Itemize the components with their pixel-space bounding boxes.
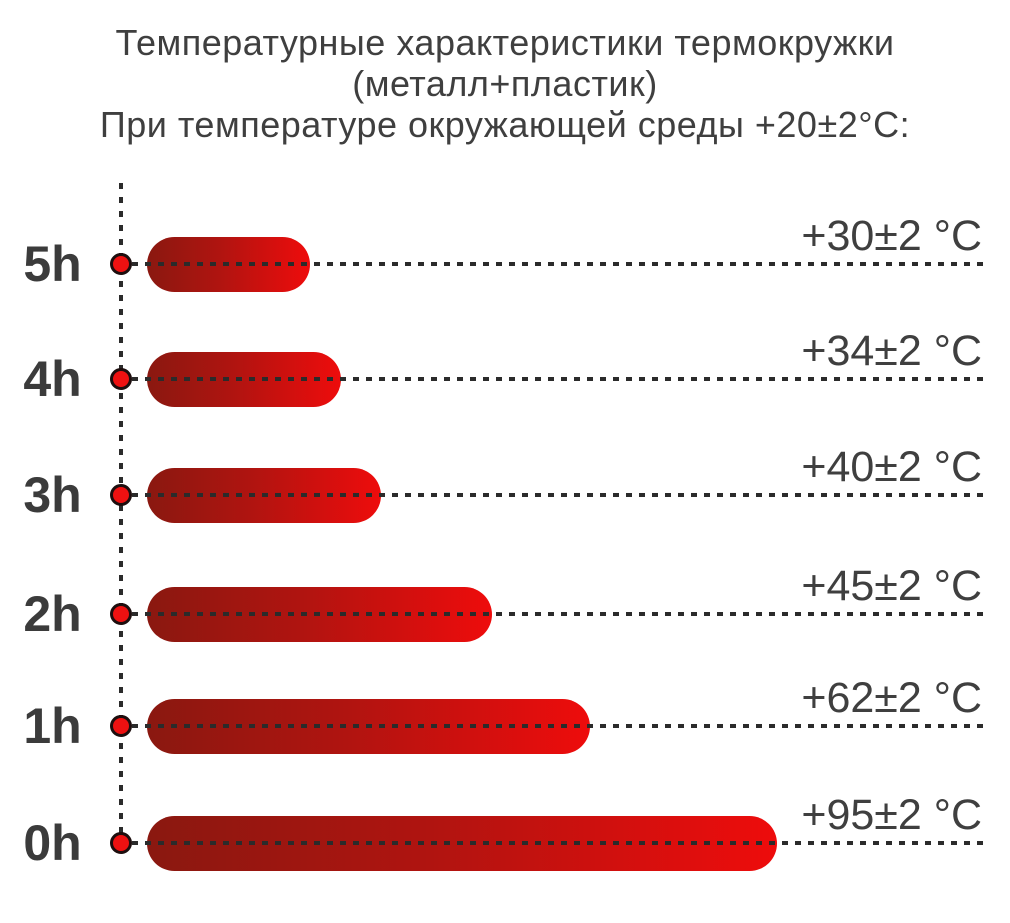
hour-label: 3h: [23, 467, 82, 523]
row-dotted-guide-line: [132, 262, 985, 266]
row-dotted-guide-line: [132, 377, 985, 381]
row-dotted-guide-line: [132, 841, 985, 845]
temperature-value-label: +95±2 °C: [801, 791, 982, 839]
hour-label: 5h: [23, 236, 82, 292]
row-dotted-guide-line: [132, 493, 985, 497]
temperature-value-label: +40±2 °C: [801, 443, 982, 491]
hour-label: 0h: [23, 815, 82, 871]
chart-title-line3: При температуре окружающей среды +20±2°C…: [99, 104, 911, 145]
hour-label: 1h: [23, 698, 82, 754]
axis-dot-marker: [110, 253, 132, 275]
axis-dot-marker: [110, 368, 132, 390]
temperature-value-label: +45±2 °C: [801, 562, 982, 610]
axis-dot-marker: [110, 603, 132, 625]
temperature-value-label: +62±2 °C: [801, 674, 982, 722]
chart-title-line2: (металл+пластик): [352, 63, 658, 104]
chart-title: Температурные характеристики термокружки…: [0, 22, 1010, 145]
hour-label: 4h: [23, 351, 82, 407]
axis-dot-marker: [110, 715, 132, 737]
temperature-value-label: +30±2 °C: [801, 212, 982, 260]
axis-dot-marker: [110, 484, 132, 506]
hour-label: 2h: [23, 586, 82, 642]
time-axis-dotted-line: [119, 183, 123, 843]
temperature-value-label: +34±2 °C: [801, 327, 982, 375]
row-dotted-guide-line: [132, 724, 985, 728]
chart-title-line1: Температурные характеристики термокружки: [115, 22, 895, 63]
axis-dot-marker: [110, 832, 132, 854]
row-dotted-guide-line: [132, 612, 985, 616]
